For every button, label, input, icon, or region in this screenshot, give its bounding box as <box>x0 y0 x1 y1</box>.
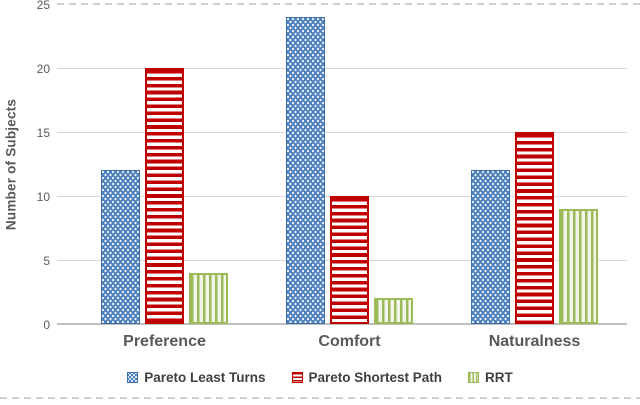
bar-pareto-shortest-path-comfort <box>330 196 369 324</box>
bar-pareto-least-turns-preference <box>101 170 140 324</box>
bar-pareto-shortest-path-naturalness <box>515 132 554 324</box>
legend-item-pareto-shortest-path: Pareto Shortest Path <box>291 369 443 385</box>
legend-item-pareto-least-turns: Pareto Least Turns <box>127 369 266 385</box>
y-tick-label-25: 25 <box>36 0 50 12</box>
bar-pareto-least-turns-comfort <box>286 16 325 324</box>
legend-item-rrt: RRT <box>468 370 513 385</box>
legend-swatch-pareto-least-turns-icon <box>127 371 139 383</box>
legend-swatch-pareto-shortest-path-icon <box>291 371 303 383</box>
y-tick-label-0: 0 <box>43 317 50 332</box>
y-tick-label-5: 5 <box>43 253 50 268</box>
legend-label-pareto-least-turns: Pareto Least Turns <box>144 369 266 385</box>
y-tick-label-10: 10 <box>36 189 50 204</box>
x-category-label-naturalness: Naturalness <box>488 333 581 350</box>
legend: Pareto Least Turns Pareto Shortest Path RR… <box>0 367 640 387</box>
bar-rrt-naturalness <box>559 208 598 324</box>
gridline-15 <box>57 132 627 133</box>
bar-rrt-preference <box>189 272 228 324</box>
figure-border-bottom <box>0 397 640 399</box>
legend-swatch-rrt-icon <box>468 371 480 383</box>
y-tick-label-20: 20 <box>36 61 50 76</box>
x-category-label-comfort: Comfort <box>318 333 381 350</box>
bar-group-comfort <box>286 16 413 324</box>
gridline-20 <box>57 68 627 69</box>
bar-pareto-shortest-path-preference <box>145 68 184 324</box>
legend-label-rrt: RRT <box>485 369 513 385</box>
bar-group-preference <box>101 68 228 324</box>
figure-border-top <box>57 3 640 5</box>
legend-label-pareto-shortest-path: Pareto Shortest Path <box>308 369 443 385</box>
x-category-label-preference: Preference <box>123 333 206 350</box>
bar-rrt-comfort <box>374 298 413 324</box>
y-tick-label-15: 15 <box>36 125 50 140</box>
bar-pareto-least-turns-naturalness <box>471 170 510 324</box>
bar-group-naturalness <box>471 132 598 324</box>
